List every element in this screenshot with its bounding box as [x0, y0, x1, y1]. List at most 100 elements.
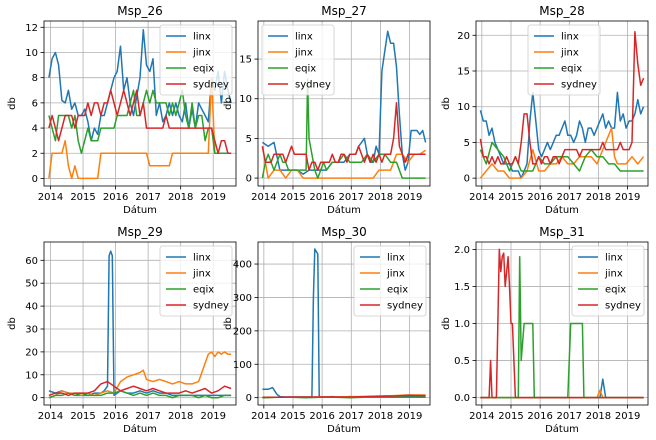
series-line-sydney: [48, 89, 232, 155]
y-tick-label: 0.5: [454, 356, 470, 367]
x-tick-label: 2016: [309, 411, 334, 422]
y-tick-label: 50: [25, 279, 38, 290]
chart-title: Msp_28: [539, 4, 585, 18]
series-line-sydney: [479, 30, 645, 165]
legend-label-linx: linx: [561, 32, 579, 43]
x-tick-label: 2015: [70, 411, 95, 422]
x-tick-label: 2014: [38, 411, 63, 422]
y-axis-label: db: [441, 97, 452, 110]
axes-frame: [257, 20, 431, 187]
legend-label-jinx: jinx: [294, 48, 313, 59]
y-tick-label: 12: [25, 23, 38, 34]
x-tick-label: 2017: [339, 192, 364, 203]
legend-label-jinx: jinx: [560, 48, 579, 59]
y-tick-label: 4: [32, 124, 38, 135]
x-tick-label: 2019: [615, 411, 640, 422]
legend-label-linx: linx: [605, 253, 623, 264]
legend-label-sydney: sydney: [561, 80, 597, 91]
x-tick-label: 2019: [615, 192, 640, 203]
chart-panel-Msp_28: 2014 2015 2016 2017 2018 2019 0 5 10 15 20 Msp_28 Dá…: [441, 4, 649, 216]
y-tick-label: 8: [32, 73, 38, 84]
x-tick-label: 2015: [498, 192, 523, 203]
y-tick-label: 6: [32, 98, 38, 109]
y-tick-label: 400: [233, 260, 252, 271]
y-tick-label: 10: [25, 48, 38, 59]
legend: linx jinx eqix sydney: [159, 245, 233, 317]
y-tick-label: 60: [25, 256, 38, 267]
axes-frame: [475, 20, 649, 187]
chart-title: Msp_27: [321, 4, 367, 18]
x-axis-label: Dátum: [327, 204, 361, 216]
y-tick-label: 300: [233, 293, 252, 304]
chart-title: Msp_29: [117, 225, 163, 239]
x-tick-label: 2016: [309, 192, 334, 203]
y-tick-label: 2: [32, 149, 38, 160]
x-tick-label: 2019: [200, 411, 225, 422]
x-tick-label: 2018: [168, 192, 193, 203]
x-tick-label: 2016: [527, 411, 552, 422]
x-tick-label: 2019: [200, 192, 225, 203]
series-line-sydney: [48, 380, 232, 397]
y-axis-label: db: [7, 317, 18, 330]
y-tick-label: 0: [32, 393, 38, 404]
y-tick-label: 15: [239, 55, 252, 66]
y-tick-label: 0: [246, 393, 252, 404]
y-axis-label: db: [223, 317, 234, 330]
axes-frame: [43, 20, 237, 187]
y-tick-label: 0.0: [454, 393, 470, 404]
legend-label-sydney: sydney: [387, 301, 423, 312]
x-tick-label: 2014: [251, 411, 276, 422]
legend-box: [353, 245, 427, 317]
x-axis-label: Dátum: [545, 204, 579, 216]
y-axis-label: db: [441, 317, 452, 330]
x-tick-label: 2015: [280, 192, 305, 203]
legend-label-linx: linx: [193, 253, 211, 264]
y-tick-label: 0: [464, 174, 470, 185]
legend-label-eqix: eqix: [387, 285, 408, 296]
series-line-jinx: [48, 76, 232, 180]
y-tick-label: 10: [239, 94, 252, 105]
chart-title: Msp_31: [539, 225, 585, 239]
series-line-eqix: [261, 78, 426, 179]
legend-box: [159, 245, 233, 317]
legend-label-linx: linx: [193, 32, 211, 43]
x-tick-label: 2019: [397, 192, 422, 203]
x-axis-label: Dátum: [327, 423, 361, 435]
chart-panel-Msp_29: 2014 2015 2016 2017 2018 2019 0 10 20 30 40 50 60 Msp…: [7, 225, 237, 435]
x-tick-label: 2014: [251, 192, 276, 203]
legend-label-eqix: eqix: [295, 64, 316, 75]
x-tick-label: 2017: [135, 192, 160, 203]
axes-frame: [475, 241, 649, 406]
legend: linx jinx eqix sydney: [159, 24, 233, 96]
legend: linx jinx eqix sydney: [353, 245, 427, 317]
legend: linx jinx eqix sydney: [571, 245, 645, 317]
x-tick-label: 2017: [339, 411, 364, 422]
y-tick-label: 30: [25, 324, 38, 335]
legend-label-jinx: jinx: [604, 269, 623, 280]
x-tick-label: 2018: [168, 411, 193, 422]
x-tick-label: 2014: [469, 192, 494, 203]
y-tick-label: 200: [233, 326, 252, 337]
y-tick-label: 15: [457, 67, 470, 78]
legend-label-eqix: eqix: [193, 285, 214, 296]
x-tick-label: 2017: [135, 411, 160, 422]
x-tick-label: 2018: [586, 411, 611, 422]
legend-box: [261, 24, 335, 96]
legend-label-sydney: sydney: [193, 301, 229, 312]
chart-title: Msp_26: [117, 4, 163, 18]
legend-box: [159, 24, 233, 96]
y-tick-label: 10: [25, 370, 38, 381]
y-tick-label: 20: [457, 31, 470, 42]
x-tick-label: 2017: [557, 192, 582, 203]
series-line-eqix: [48, 390, 232, 399]
x-tick-label: 2016: [527, 192, 552, 203]
x-tick-label: 2018: [586, 192, 611, 203]
x-tick-label: 2018: [368, 411, 393, 422]
y-tick-label: 0: [246, 174, 252, 185]
y-tick-label: 10: [457, 102, 470, 113]
y-tick-label: 20: [25, 347, 38, 358]
y-tick-label: 40: [25, 302, 38, 313]
x-axis-label: Dátum: [123, 204, 157, 216]
legend-label-eqix: eqix: [193, 64, 214, 75]
y-tick-label: 100: [233, 360, 252, 371]
